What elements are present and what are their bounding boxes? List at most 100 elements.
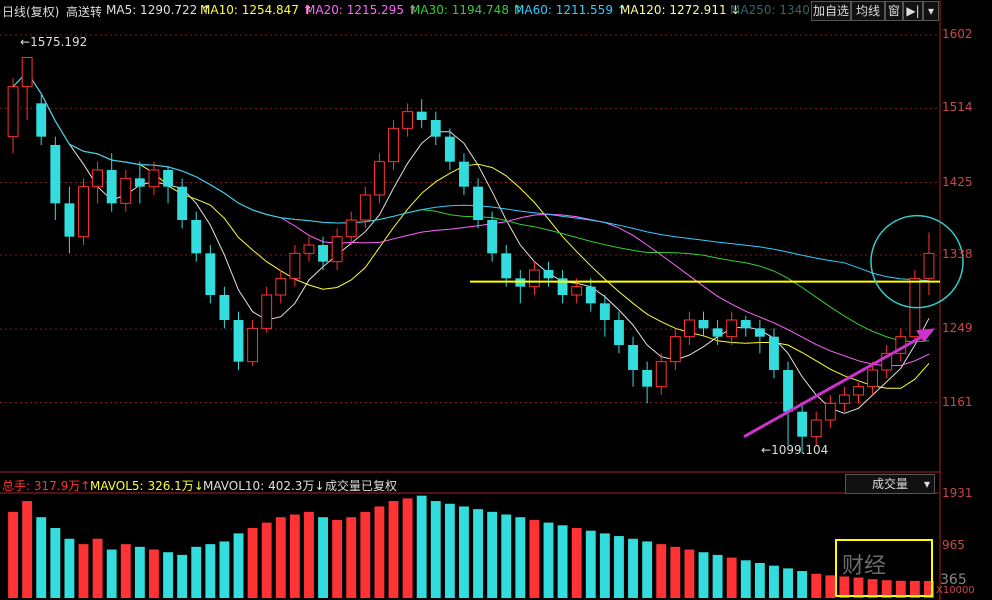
volume-bar <box>726 557 737 598</box>
volume-bar <box>177 554 188 598</box>
volume-bar <box>444 503 455 598</box>
candle-body <box>867 369 879 388</box>
volume-bar <box>191 546 202 598</box>
price-tick-label: 1249 <box>942 321 973 336</box>
candle-body <box>698 320 709 329</box>
candle-body <box>7 86 19 138</box>
candle-body <box>712 328 723 337</box>
high-price-annotation: ←1575.192 <box>20 35 88 49</box>
candle-body <box>289 252 301 279</box>
price-tick-label: 1514 <box>942 100 973 115</box>
volume-bar <box>275 517 286 598</box>
candle-body <box>177 186 188 220</box>
volume-bar <box>22 501 33 598</box>
add-favorite-button[interactable]: 加自选 <box>811 1 851 21</box>
volume-bar <box>529 519 540 598</box>
mavol5: MAVOL5: 326.1万↓ <box>90 479 204 493</box>
volume-bar <box>712 554 723 598</box>
volume-bar <box>219 541 230 598</box>
volume-bar <box>557 525 568 598</box>
window-button[interactable]: 窗 <box>885 1 903 21</box>
candle-body <box>331 236 343 263</box>
candle-body <box>430 120 441 137</box>
candle-body <box>459 161 469 187</box>
volume-bar <box>149 549 159 598</box>
volume-bar <box>473 509 483 598</box>
candle-body <box>416 111 427 120</box>
candle-body <box>881 352 893 371</box>
ma-item-0: MA5: 1290.722 ↑ <box>106 3 212 17</box>
volume-bar <box>487 511 498 598</box>
average-line-button[interactable]: 均线 <box>851 1 885 21</box>
chevron-down-icon: ▾ <box>923 477 930 491</box>
candle-body <box>614 320 624 345</box>
volume-bar <box>825 575 836 598</box>
volume-bar <box>881 580 892 598</box>
highlight-circle <box>870 214 964 309</box>
candle-body <box>261 294 273 329</box>
volume-bar <box>332 519 343 598</box>
volume-bar <box>120 544 131 598</box>
volume-bar <box>134 546 145 598</box>
candle-body <box>50 145 61 204</box>
volume-bar <box>656 544 667 598</box>
volume-bar <box>50 527 61 598</box>
ma-item-4: MA60: 1211.559 ↑ <box>514 3 627 17</box>
volume-bar <box>233 533 244 598</box>
volume-bar <box>628 538 638 598</box>
ma-item-6: MA250: 1340 <box>730 3 810 17</box>
volume-bar <box>388 501 399 598</box>
volume-indicator-select[interactable]: 成交量 ▾ <box>845 474 935 494</box>
volume-bar <box>346 517 357 598</box>
ma30-line <box>12 71 930 343</box>
candle-body <box>388 127 399 163</box>
candle-body <box>585 286 596 304</box>
candle-body <box>219 295 230 320</box>
volume-bar <box>895 580 906 598</box>
candle-body <box>359 194 371 221</box>
candle-body <box>373 161 385 196</box>
volume-bar <box>261 522 272 598</box>
volume-bar <box>416 495 427 598</box>
ma-item-1: MA10: 1254.847 ↑ <box>200 3 313 17</box>
volume-bar <box>797 571 808 598</box>
candle-body <box>543 270 554 279</box>
candle-body <box>571 286 583 296</box>
volume-bar <box>430 501 441 598</box>
candle-body <box>247 327 259 363</box>
candle-body <box>318 245 328 262</box>
volume-bar <box>64 538 75 598</box>
candle-body <box>233 320 244 362</box>
candle-body <box>473 186 483 220</box>
volume-unit: X10000 <box>936 585 975 596</box>
volume-bar <box>515 517 526 598</box>
price-tick-label: 1425 <box>942 174 973 189</box>
chevron-down-icon[interactable]: ▾ <box>923 1 939 21</box>
volume-bar <box>754 562 765 598</box>
candle-body <box>528 269 540 288</box>
period-label: 日线(复权) <box>2 5 60 19</box>
volume-bar <box>78 544 89 598</box>
volume-bar <box>585 530 596 598</box>
volume-bar <box>853 577 864 598</box>
play-icon[interactable]: ▶| <box>903 1 923 21</box>
volume-bar <box>684 549 695 598</box>
price-tick-label: 1338 <box>942 247 973 261</box>
volume-tick-label: 965 <box>942 538 965 553</box>
moving-average-lines <box>12 71 930 414</box>
ma-item-3: MA30: 1194.748 ↑ <box>410 3 523 17</box>
candle-body <box>148 169 160 188</box>
volume-bar <box>106 549 117 598</box>
volume-bar <box>247 527 258 598</box>
volume-bar <box>501 514 512 598</box>
candle-body <box>444 136 455 162</box>
candle-body <box>683 319 695 338</box>
volume-bar <box>839 576 850 598</box>
candle-body <box>21 57 33 88</box>
candle-body <box>783 370 793 412</box>
candle-body <box>726 319 738 338</box>
volume-bar <box>614 536 624 598</box>
price-tick-label: 1602 <box>942 27 973 41</box>
volume-bar <box>811 573 822 598</box>
